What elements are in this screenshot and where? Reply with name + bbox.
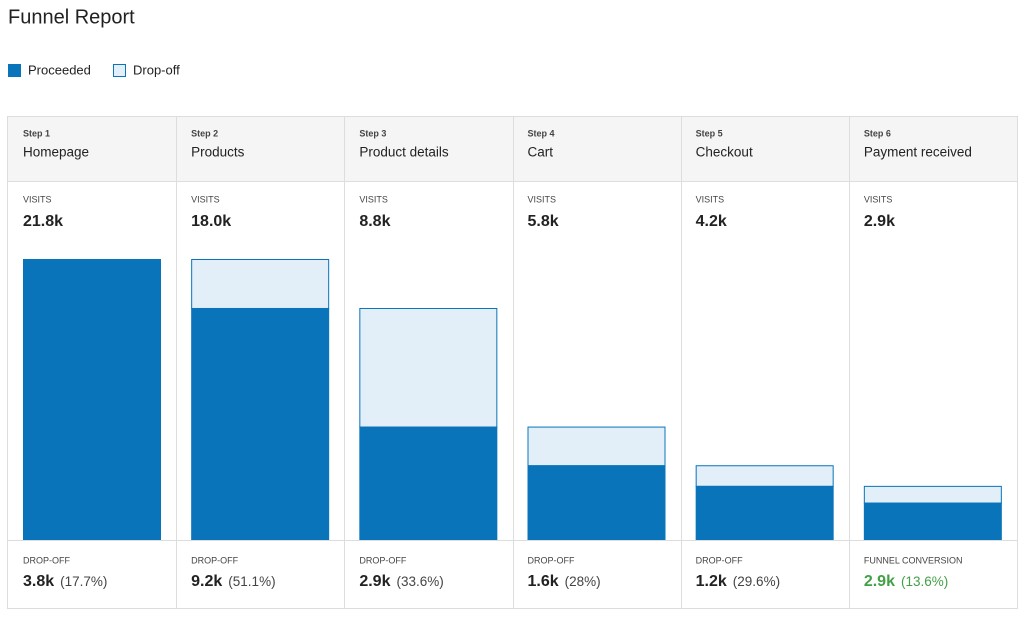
- value: 3.8k: [23, 573, 54, 590]
- legend-label: Drop-off: [133, 62, 180, 77]
- visits-value: 2.9k: [864, 213, 895, 230]
- step-label: Step 3: [359, 128, 386, 138]
- step-label: Step 6: [864, 128, 891, 138]
- conversion-label: FUNNEL CONVERSION: [864, 555, 963, 565]
- proceeded-bar: [863, 502, 1002, 540]
- step-name: Product details: [359, 145, 449, 160]
- dropoff-value: 3.8k (17.7%): [23, 573, 107, 590]
- percent: (17.7%): [60, 574, 107, 589]
- percent: (51.1%): [228, 574, 275, 589]
- step-label: Step 4: [528, 128, 555, 138]
- visits-value: 5.8k: [528, 213, 559, 230]
- dropoff-value: 1.6k (28%): [528, 573, 601, 590]
- legend-swatch: [8, 64, 21, 77]
- dropoff-bar: [863, 485, 1002, 504]
- visits-value: 18.0k: [191, 213, 231, 230]
- dropoff-bar: [527, 426, 666, 467]
- percent: (28%): [565, 574, 601, 589]
- step-name: Products: [191, 145, 245, 160]
- title: Funnel Report: [8, 6, 135, 28]
- dropoff-label: DROP-OFF: [359, 555, 406, 565]
- visits-label: VISITS: [191, 194, 220, 204]
- step-name: Checkout: [696, 145, 753, 160]
- percent: (29.6%): [733, 574, 780, 589]
- dropoff-label: DROP-OFF: [23, 555, 70, 565]
- value: 1.6k: [528, 573, 559, 590]
- step-label: Step 5: [696, 128, 723, 138]
- dropoff-value: 1.2k (29.6%): [696, 573, 780, 590]
- step-name: Homepage: [23, 145, 89, 160]
- step-name: Cart: [528, 145, 554, 160]
- dropoff-bar: [359, 307, 498, 428]
- dropoff-label: DROP-OFF: [528, 555, 575, 565]
- proceeded-bar: [23, 259, 161, 540]
- legend-label: Proceeded: [28, 62, 91, 77]
- value: 1.2k: [696, 573, 727, 590]
- visits-value: 8.8k: [359, 213, 390, 230]
- percent: (33.6%): [396, 574, 443, 589]
- proceeded-bar: [527, 465, 666, 540]
- visits-label: VISITS: [23, 194, 52, 204]
- step-label: Step 2: [191, 128, 218, 138]
- step-name: Payment received: [864, 145, 972, 160]
- dropoff-bar: [191, 259, 330, 309]
- value: 9.2k: [191, 573, 222, 590]
- dropoff-value: 9.2k (51.1%): [191, 573, 275, 590]
- conversion-value: 2.9k (13.6%): [864, 573, 948, 590]
- dropoff-bar: [695, 465, 834, 487]
- proceeded-bar: [695, 485, 834, 540]
- visits-value: 4.2k: [696, 213, 727, 230]
- visits-label: VISITS: [359, 194, 388, 204]
- visits-label: VISITS: [528, 194, 557, 204]
- visits-label: VISITS: [696, 194, 725, 204]
- value: 2.9k: [359, 573, 390, 590]
- step-label: Step 1: [23, 128, 50, 138]
- visits-label: VISITS: [864, 194, 893, 204]
- dropoff-label: DROP-OFF: [191, 555, 238, 565]
- proceeded-bar: [359, 426, 498, 540]
- value: 2.9k: [864, 573, 895, 590]
- visits-value: 21.8k: [23, 213, 63, 230]
- dropoff-value: 2.9k (33.6%): [359, 573, 443, 590]
- dropoff-label: DROP-OFF: [696, 555, 743, 565]
- percent: (13.6%): [901, 574, 948, 589]
- proceeded-bar: [191, 307, 330, 540]
- legend-swatch: [113, 64, 126, 77]
